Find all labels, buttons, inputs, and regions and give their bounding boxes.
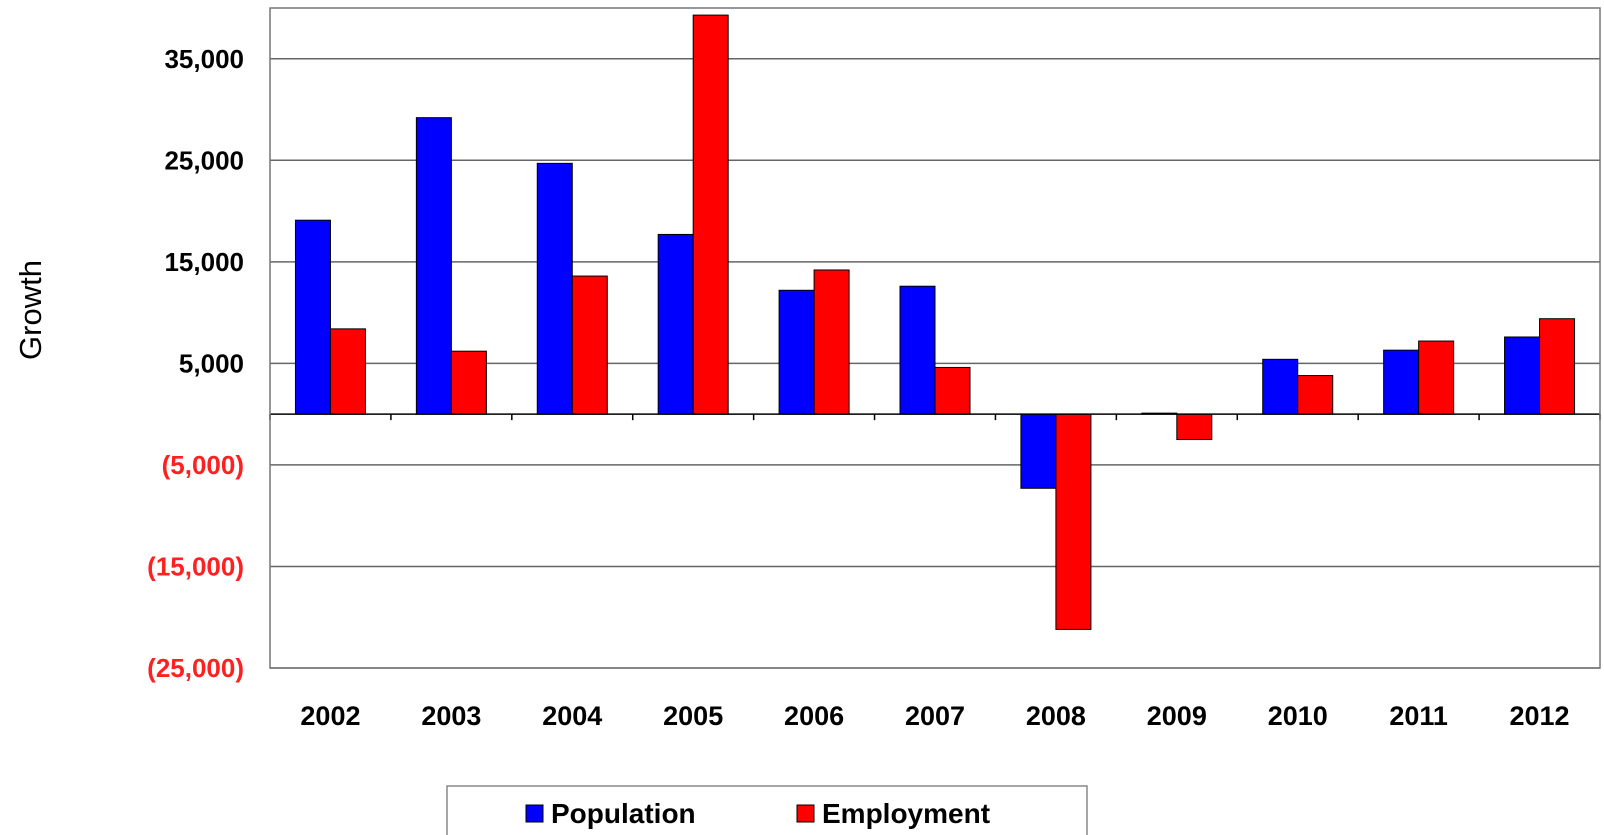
- bars: [269, 14, 1601, 630]
- legend-swatch-employment: [796, 804, 815, 823]
- bar-employment-2008: [1055, 413, 1092, 630]
- bar-employment-2002: [329, 328, 366, 415]
- bar-employment-2004: [571, 275, 608, 415]
- x-tick-label: 2007: [905, 701, 965, 731]
- bar-population-2005: [657, 233, 694, 415]
- bar-population-2008: [1020, 413, 1057, 489]
- bar-employment-2009: [1176, 413, 1213, 441]
- plot-area-border: [269, 7, 1601, 669]
- x-tick-label: 2005: [663, 701, 723, 731]
- bar-employment-2003: [450, 350, 487, 415]
- bar-population-2002: [294, 219, 331, 415]
- x-tick-label: 2002: [300, 701, 360, 731]
- x-tick-label: 2009: [1147, 701, 1207, 731]
- legend-box: [446, 785, 1088, 835]
- x-tick-label: 2006: [784, 701, 844, 731]
- bar-population-2003: [415, 117, 452, 415]
- x-tick-label: 2011: [1389, 701, 1448, 731]
- y-tick-label: 35,000: [164, 44, 244, 74]
- bar-population-2004: [536, 162, 573, 415]
- bar-employment-2007: [934, 366, 971, 415]
- y-tick-label: (25,000): [147, 653, 244, 683]
- y-axis-label: Growth: [13, 260, 48, 360]
- legend-label-employment: Employment: [822, 798, 990, 829]
- x-tick-label: 2010: [1268, 701, 1328, 731]
- bar-employment-2010: [1297, 375, 1334, 415]
- legend-swatch-population: [525, 804, 544, 823]
- y-axis-ticks: 35,000 25,000 15,000 5,000 (5,000) (15,000) (2…: [147, 44, 244, 683]
- bar-population-2006: [778, 289, 815, 415]
- x-tick-label: 2008: [1026, 701, 1086, 731]
- y-tick-label: 5,000: [179, 348, 244, 378]
- y-tick-label: (5,000): [162, 450, 244, 480]
- x-tick-label: 2012: [1510, 701, 1570, 731]
- bar-employment-2006: [813, 269, 850, 415]
- bar-employment-2012: [1539, 318, 1576, 415]
- bar-employment-2005: [692, 14, 729, 415]
- y-tick-label: 25,000: [164, 145, 244, 175]
- y-tick-label: (15,000): [147, 551, 244, 581]
- x-axis-ticks: 2002 2003 2004 2005 2006 2007 2008 2009 2010 2011…: [300, 701, 1569, 731]
- legend-label-population: Population: [551, 798, 696, 829]
- bar-employment-2011: [1418, 340, 1455, 415]
- bar-population-2010: [1262, 358, 1299, 415]
- y-tick-label: 15,000: [164, 247, 244, 277]
- x-tick-label: 2004: [542, 701, 602, 731]
- x-tick-label: 2003: [421, 701, 481, 731]
- bar-population-2012: [1504, 336, 1541, 415]
- bar-population-2007: [899, 285, 936, 415]
- bar-population-2011: [1383, 349, 1420, 415]
- legend: Population Employment: [446, 785, 1088, 835]
